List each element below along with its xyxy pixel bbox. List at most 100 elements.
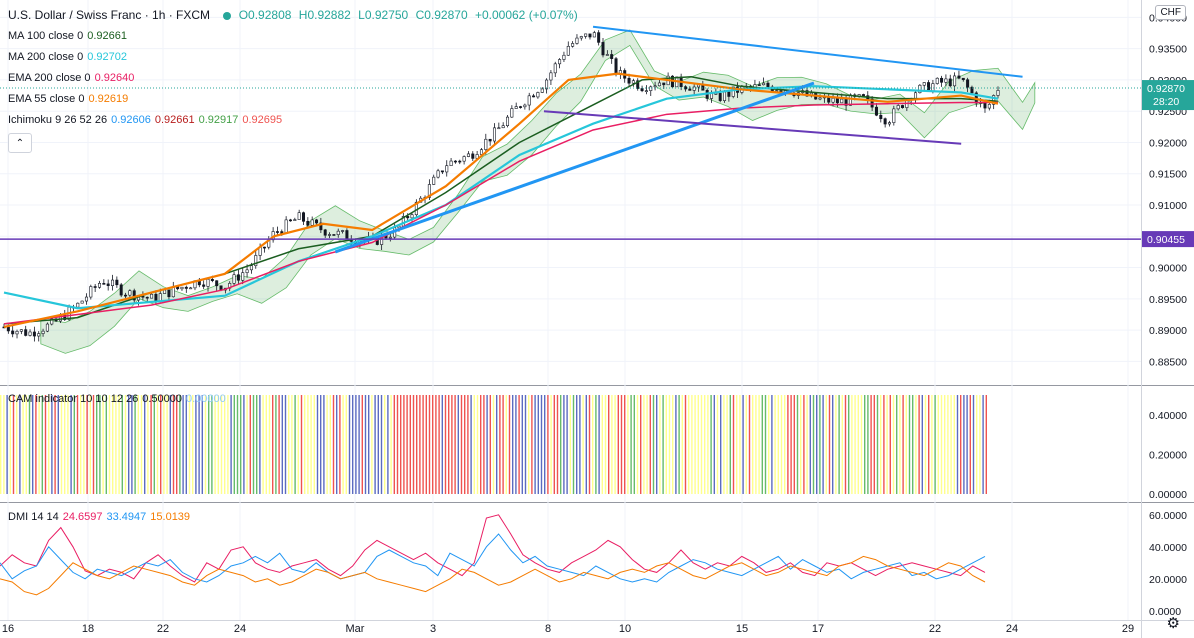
candle-body	[497, 127, 501, 130]
cam-bar	[793, 395, 795, 494]
cam-bar	[707, 395, 709, 494]
cam-bar	[876, 395, 879, 494]
cam-bar	[790, 395, 792, 494]
indicator-legend-row[interactable]: EMA 55 close 0 0.92619	[8, 93, 132, 105]
cam-bar	[566, 395, 568, 494]
cam-bar	[819, 395, 821, 494]
cam-bar	[28, 395, 31, 494]
candle-body	[644, 90, 648, 92]
cam-bar	[857, 395, 859, 494]
candle-body	[519, 106, 523, 108]
cam-bar	[675, 395, 677, 494]
cam-bar	[176, 395, 178, 494]
indicator-legend-row[interactable]: MA 200 close 0 0.92702	[8, 51, 131, 63]
low-value: L0.92750	[358, 8, 409, 22]
gear-icon[interactable]: ⚙	[1166, 615, 1180, 632]
time-tick-label: 16	[2, 623, 14, 635]
cam-bar	[934, 395, 936, 494]
candle-body	[927, 82, 931, 92]
candle-body	[232, 274, 236, 284]
cam-bar	[672, 395, 674, 494]
cam-bar	[713, 395, 715, 494]
cam-bar	[742, 395, 744, 494]
candle-body	[588, 33, 592, 38]
cam-bar	[678, 395, 680, 494]
cam-bar	[556, 395, 559, 494]
cam-bar	[918, 395, 920, 494]
currency-badge[interactable]: CHF	[1155, 5, 1186, 20]
candle-body	[710, 93, 714, 99]
candle-body	[93, 286, 97, 288]
cam-bar	[649, 395, 651, 494]
cam-bar	[832, 395, 834, 494]
cam-legend[interactable]: CAM indicator 10 10 12 26 0.50000 0.00000	[8, 393, 230, 405]
candle-body	[241, 272, 245, 281]
cam-bar	[112, 395, 114, 494]
candle-body	[449, 160, 453, 167]
candle-body	[870, 98, 874, 108]
symbol-header: U.S. Dollar / Swiss Franc · 1h · FXCM O0…	[8, 8, 582, 22]
price-tick-label: 0.90000	[1149, 263, 1187, 275]
cam-bar	[291, 395, 293, 494]
candle-body	[605, 54, 609, 56]
cam-bar	[54, 395, 56, 494]
cam-bar	[928, 395, 930, 494]
cam-bar	[592, 395, 594, 494]
time-tick-label: 10	[619, 623, 631, 635]
cam-bar	[905, 395, 907, 494]
price-tick-label: 0.91500	[1149, 169, 1187, 181]
candle-body	[575, 37, 579, 44]
candle-body	[319, 222, 323, 231]
cam-bar	[3, 395, 5, 494]
cam-bar	[201, 395, 203, 494]
cam-bar	[944, 395, 946, 494]
time-tick-label: 18	[82, 623, 94, 635]
candle-body	[158, 293, 162, 302]
collapse-legend-button[interactable]: ⌃	[8, 133, 32, 153]
cam-bar	[979, 395, 981, 494]
cam-bar	[684, 395, 687, 494]
cam-bar	[121, 395, 123, 494]
series-line-ema-200-close-0	[3, 101, 998, 325]
trendline	[334, 81, 815, 254]
dmi-legend[interactable]: DMI 14 14 24.6597 33.4947 15.0139	[8, 511, 194, 523]
cam-bar	[163, 395, 165, 494]
change-value: +0.00062 (+0.07%)	[474, 8, 578, 22]
cam-bar	[233, 395, 235, 494]
cam-bar	[940, 395, 943, 494]
candle-body	[887, 122, 891, 125]
indicator-legend-row[interactable]: MA 100 close 0 0.92661	[8, 30, 131, 42]
cam-bar	[393, 395, 395, 494]
bar-countdown-label: 28:20	[1153, 96, 1179, 108]
cam-bar	[316, 395, 319, 494]
time-tick-label: 22	[929, 623, 941, 635]
cam-bar	[156, 395, 159, 494]
indicator-legend-row[interactable]: Ichimoku 9 26 52 26 0.92606 0.92661 0.92917…	[8, 114, 286, 126]
candle-body	[6, 326, 10, 332]
cam-bar	[144, 395, 146, 494]
cam-bar	[76, 395, 79, 494]
candle-body	[992, 95, 996, 105]
price-tick-label: 0.89000	[1149, 325, 1187, 337]
cam-bar	[278, 395, 280, 494]
candle-body	[940, 77, 944, 83]
cam-bar	[803, 395, 805, 494]
candle-body	[983, 102, 987, 109]
cam-bar	[342, 395, 344, 494]
cam-bar	[761, 395, 763, 494]
price-tick-label: 0.89500	[1149, 294, 1187, 306]
candle-body	[119, 284, 123, 296]
candle-body	[536, 92, 540, 98]
cam-bar	[73, 395, 75, 494]
symbol-title[interactable]: U.S. Dollar / Swiss Franc · 1h · FXCM	[8, 8, 211, 22]
cam-bar	[35, 395, 37, 494]
candle-body	[762, 82, 766, 86]
candle-body	[302, 212, 306, 222]
indicator-legend-row[interactable]: EMA 200 close 0 0.92640	[8, 72, 138, 84]
cam-bar	[281, 395, 283, 494]
cam-bar	[627, 395, 629, 494]
candle-body	[462, 156, 466, 162]
candle-body	[627, 77, 631, 84]
candle-body	[453, 160, 457, 163]
candle-body	[766, 82, 770, 88]
